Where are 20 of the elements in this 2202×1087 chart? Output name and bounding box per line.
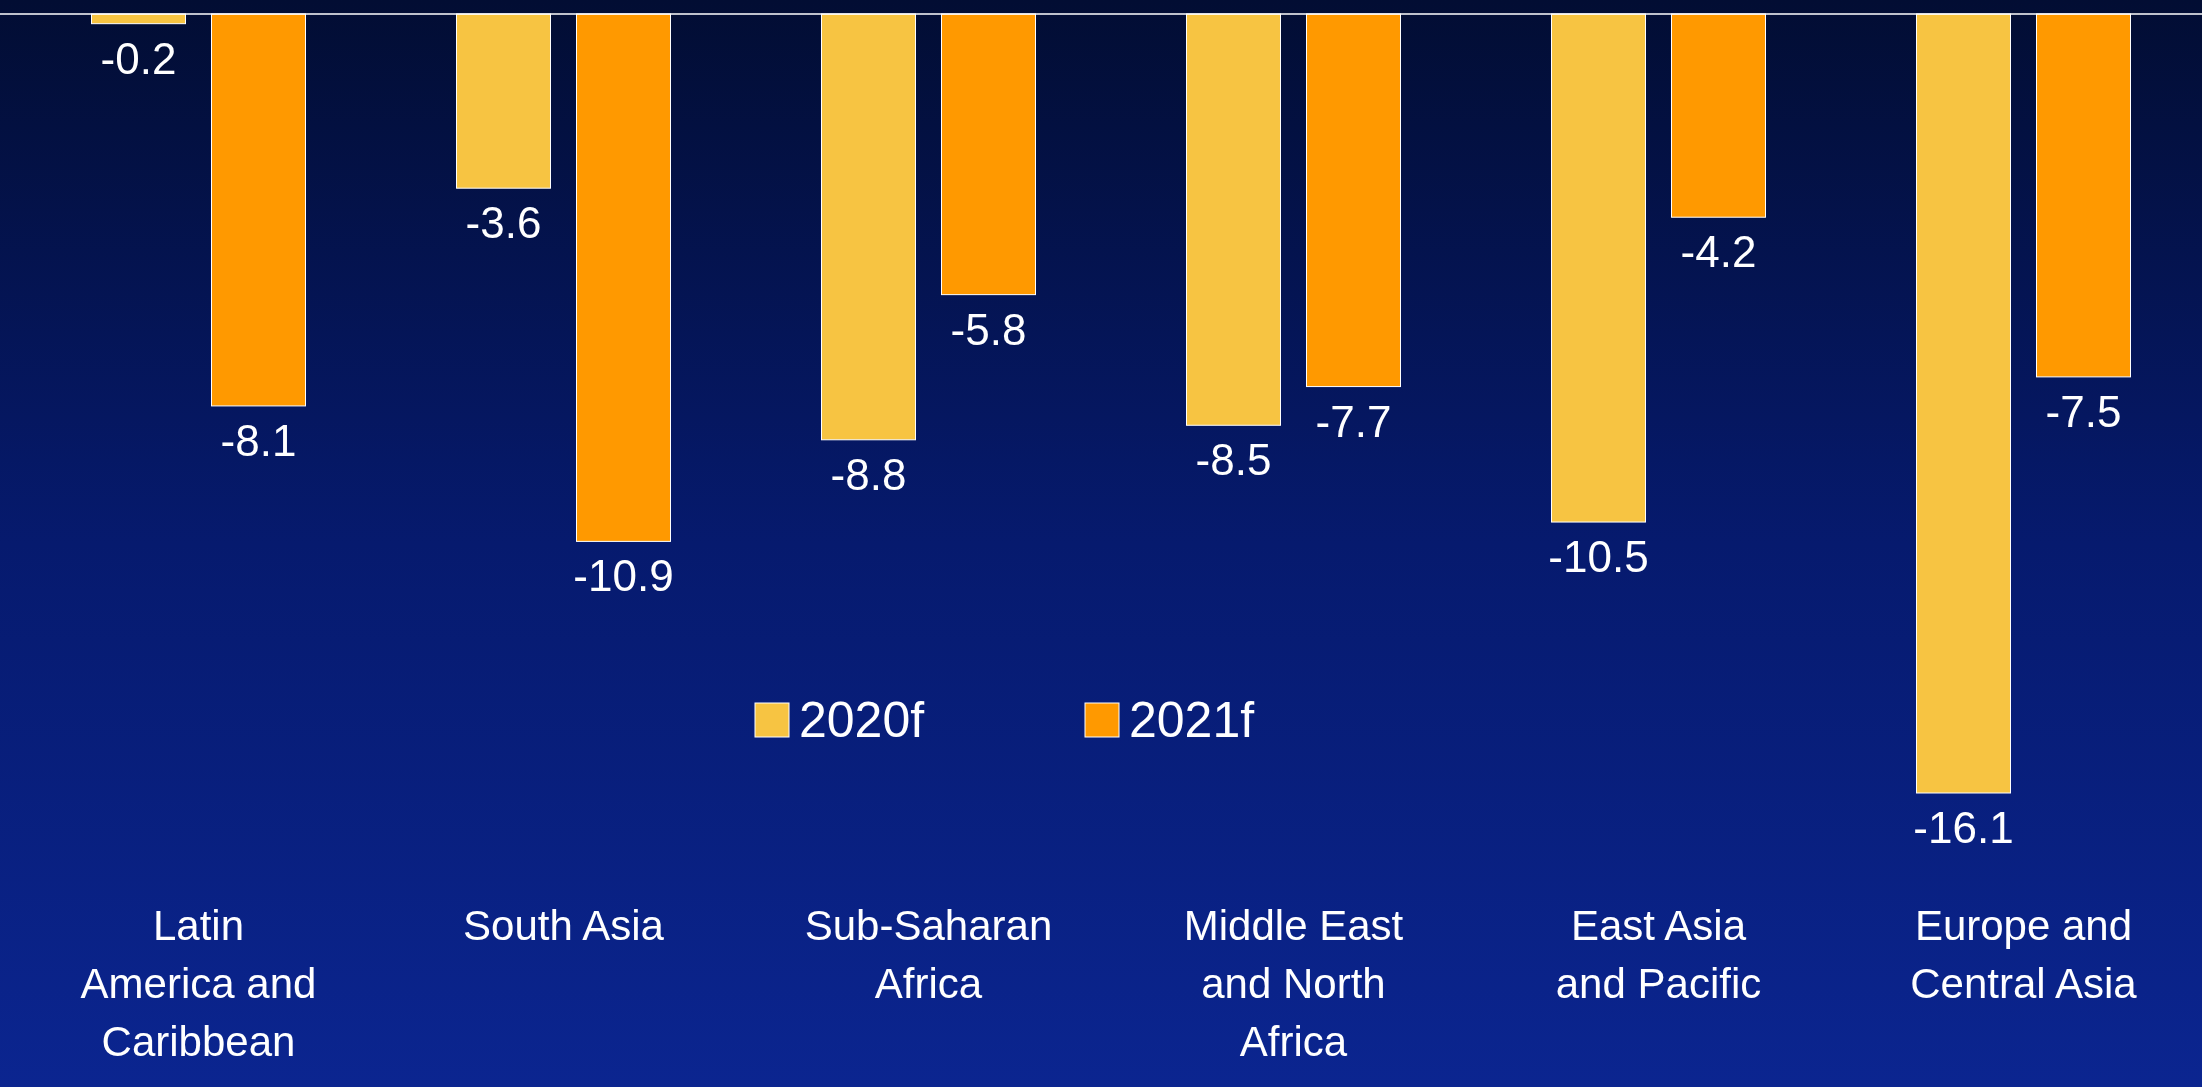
data-label: -10.9 — [573, 551, 674, 601]
x-tick-label: Sub-Saharan Africa — [804, 902, 1053, 1007]
data-label: -16.1 — [1913, 803, 2014, 852]
data-label: -5.8 — [950, 304, 1027, 354]
data-label: -8.1 — [220, 415, 297, 465]
data-label: -10.5 — [1548, 532, 1649, 582]
data-label: -0.2 — [100, 33, 177, 83]
data-label: -8.5 — [1195, 435, 1272, 485]
x-tick-label: South Asia — [463, 902, 665, 949]
x-tick-label: Europe and Central Asia — [1910, 902, 2138, 1007]
x-tick-label: Middle East and North Africa — [1183, 902, 1404, 1065]
data-label: -4.2 — [1680, 227, 1757, 277]
data-label: -3.6 — [465, 198, 542, 248]
data-label: -8.8 — [830, 449, 907, 499]
x-tick-label: Latin America and Caribbean — [80, 902, 317, 1065]
x-tick-label: East Asia and Pacific — [1555, 902, 1762, 1007]
data-label: -7.7 — [1315, 396, 1392, 446]
legend-label: 2020f — [799, 692, 925, 748]
data-label: -7.5 — [2045, 386, 2122, 436]
legend-label: 2021f — [1129, 692, 1255, 748]
